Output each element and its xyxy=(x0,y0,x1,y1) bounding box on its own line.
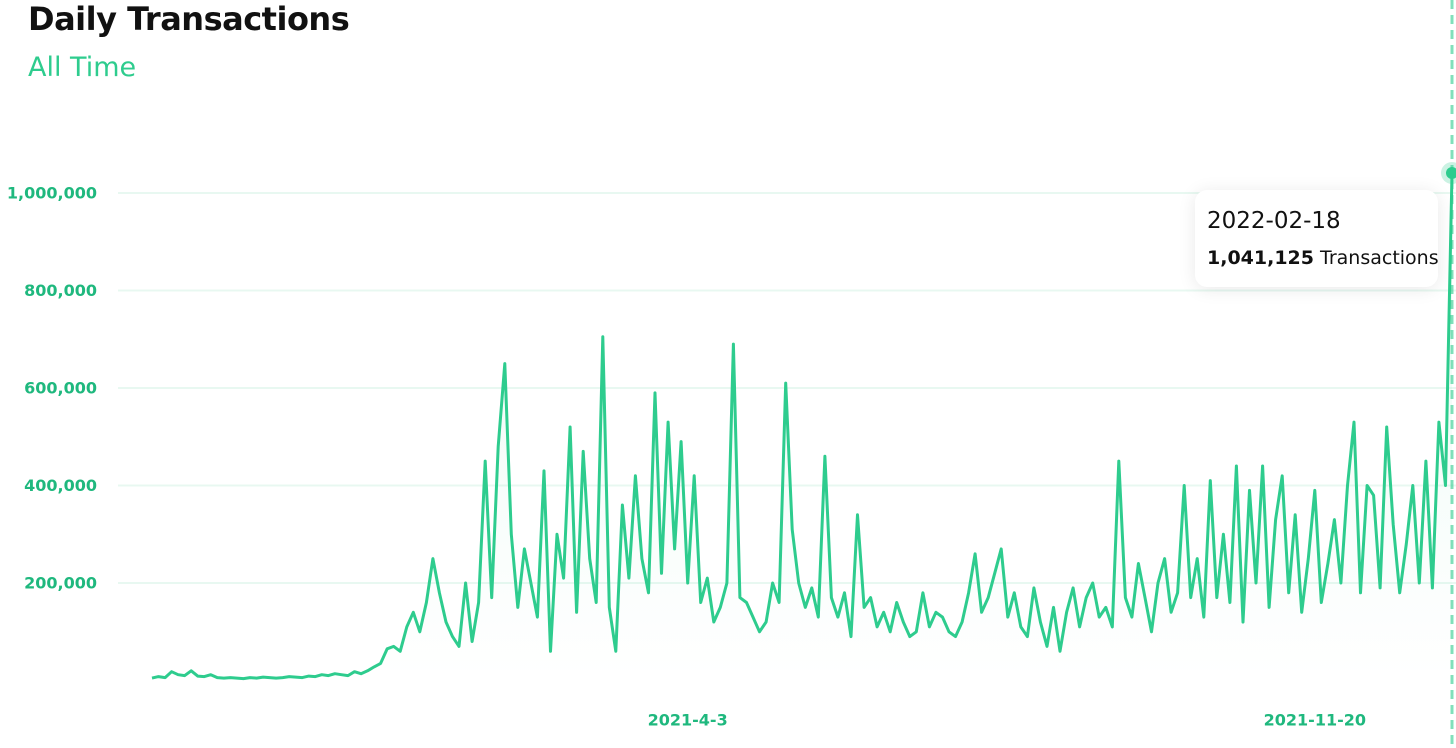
y-tick-label: 200,000 xyxy=(24,574,97,593)
area xyxy=(152,173,1452,681)
y-tick-label: 600,000 xyxy=(24,379,97,398)
x-tick-label: 2021-11-20 xyxy=(1264,711,1366,730)
tooltip: 2022-02-18 1,041,125 Transactions xyxy=(1195,190,1439,287)
y-tick-label: 400,000 xyxy=(24,476,97,495)
line xyxy=(151,172,1454,681)
tooltip-value: 1,041,125 xyxy=(1207,247,1314,269)
tooltip-date: 2022-02-18 xyxy=(1207,208,1341,234)
tooltip-value-line: 1,041,125 Transactions xyxy=(1207,247,1439,269)
y-tick-label: 800,000 xyxy=(24,281,97,300)
hover-dot xyxy=(1446,166,1456,179)
x-tick-label: 2021-4-3 xyxy=(648,711,728,730)
tooltip-unit: Transactions xyxy=(1320,247,1439,269)
chart-subtitle: All Time xyxy=(28,52,137,83)
y-tick-label: 1,000,000 xyxy=(7,184,97,203)
chart-title: Daily Transactions xyxy=(28,0,350,38)
